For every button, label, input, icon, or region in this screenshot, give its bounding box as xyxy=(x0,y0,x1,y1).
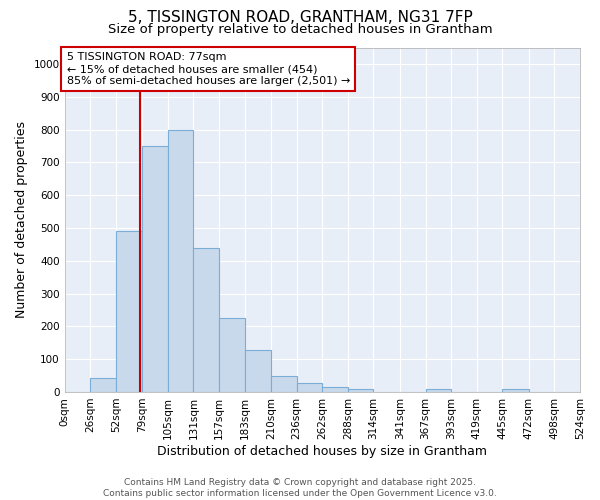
Bar xyxy=(425,390,451,392)
Bar xyxy=(502,390,529,392)
Text: Contains HM Land Registry data © Crown copyright and database right 2025.
Contai: Contains HM Land Registry data © Crown c… xyxy=(103,478,497,498)
Bar xyxy=(142,146,168,392)
Y-axis label: Number of detached properties: Number of detached properties xyxy=(15,121,28,318)
Text: Size of property relative to detached houses in Grantham: Size of property relative to detached ho… xyxy=(107,22,493,36)
Bar xyxy=(348,388,373,392)
Bar xyxy=(168,130,193,392)
Bar xyxy=(245,350,271,392)
Bar xyxy=(296,383,322,392)
Bar xyxy=(271,376,296,392)
X-axis label: Distribution of detached houses by size in Grantham: Distribution of detached houses by size … xyxy=(157,444,487,458)
Bar xyxy=(219,318,245,392)
Bar xyxy=(322,387,348,392)
Bar xyxy=(193,248,219,392)
Bar xyxy=(116,231,142,392)
Bar xyxy=(90,378,116,392)
Text: 5, TISSINGTON ROAD, GRANTHAM, NG31 7FP: 5, TISSINGTON ROAD, GRANTHAM, NG31 7FP xyxy=(128,10,472,25)
Text: 5 TISSINGTON ROAD: 77sqm
← 15% of detached houses are smaller (454)
85% of semi-: 5 TISSINGTON ROAD: 77sqm ← 15% of detach… xyxy=(67,52,350,86)
